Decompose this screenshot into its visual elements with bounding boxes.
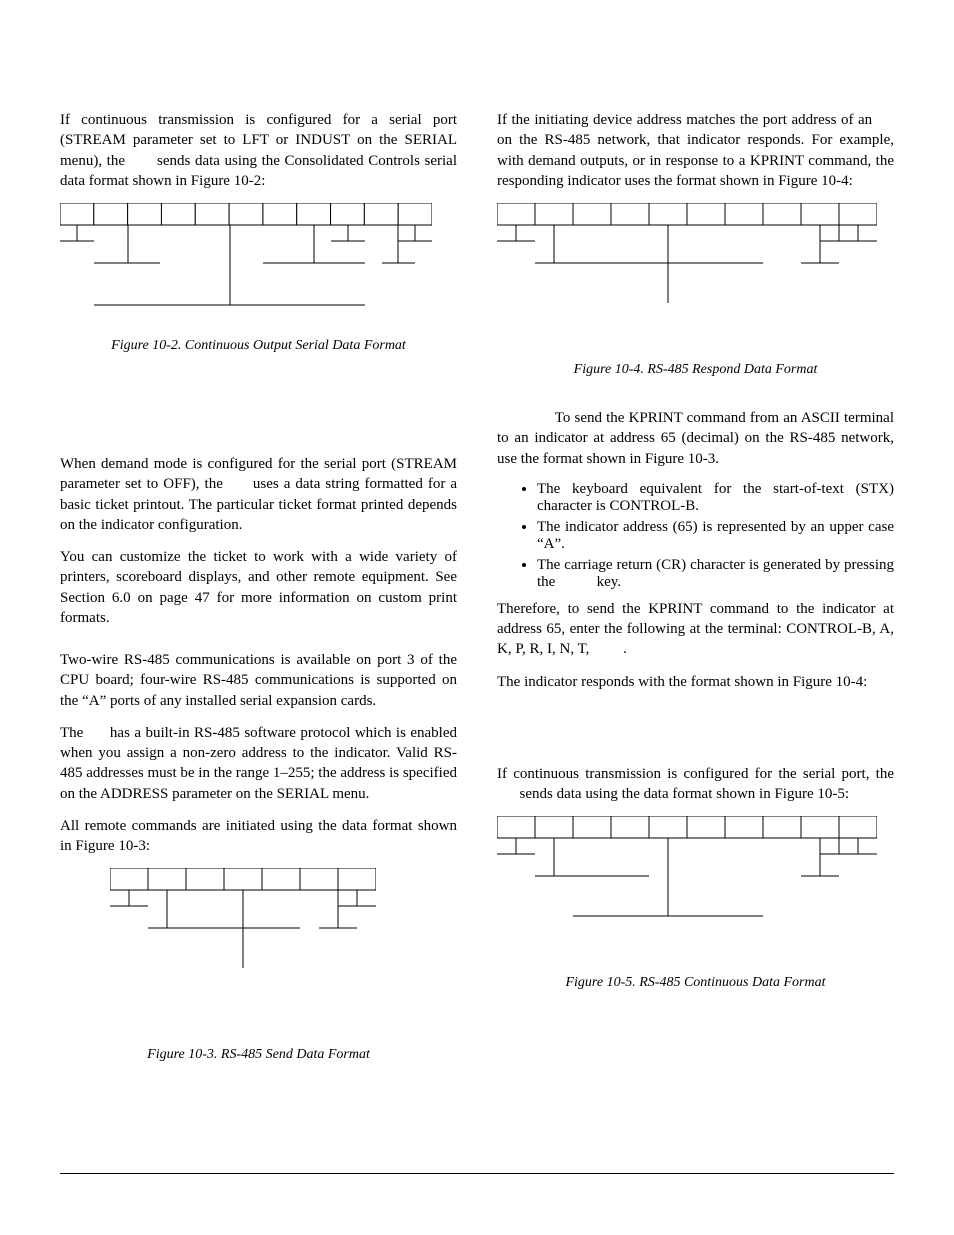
bullet-list: The keyboard equivalent for the start-of… bbox=[497, 481, 894, 591]
paragraph: When demand mode is configured for the s… bbox=[60, 454, 457, 535]
paragraph: The has a built-in RS-485 software proto… bbox=[60, 723, 457, 804]
footer-rule bbox=[60, 1173, 894, 1174]
figure-10-3-diagram bbox=[110, 868, 457, 983]
paragraph: All remote commands are initiated using … bbox=[60, 816, 457, 857]
paragraph: To send the KPRINT command from an ASCII… bbox=[497, 408, 894, 469]
paragraph: You can customize the ticket to work wit… bbox=[60, 547, 457, 628]
figure-10-3-caption: Figure 10-3. RS-485 Send Data Format bbox=[60, 1047, 457, 1063]
right-column: If the initiating device address matches… bbox=[497, 110, 894, 1093]
figure-10-2-caption: Figure 10-2. Continuous Output Serial Da… bbox=[60, 338, 457, 354]
figure-10-4-caption: Figure 10-4. RS-485 Respond Data Format bbox=[497, 362, 894, 378]
list-item: The keyboard equivalent for the start-of… bbox=[537, 481, 894, 515]
list-item: The indicator address (65) is represente… bbox=[537, 519, 894, 553]
paragraph: Two-wire RS-485 communications is availa… bbox=[60, 650, 457, 711]
figure-10-5-caption: Figure 10-5. RS-485 Continuous Data Form… bbox=[497, 975, 894, 991]
paragraph: If continuous transmission is configured… bbox=[497, 764, 894, 805]
paragraph: If continuous transmission is configured… bbox=[60, 110, 457, 191]
figure-10-5-diagram bbox=[497, 816, 894, 931]
paragraph: Therefore, to send the KPRINT command to… bbox=[497, 599, 894, 660]
page-content: If continuous transmission is configured… bbox=[0, 0, 954, 1143]
list-item: The carriage return (CR) character is ge… bbox=[537, 557, 894, 591]
figure-10-4-diagram bbox=[497, 203, 894, 318]
paragraph: The indicator responds with the format s… bbox=[497, 672, 894, 692]
left-column: If continuous transmission is configured… bbox=[60, 110, 457, 1093]
figure-10-2-diagram bbox=[60, 203, 457, 318]
paragraph: If the initiating device address matches… bbox=[497, 110, 894, 191]
